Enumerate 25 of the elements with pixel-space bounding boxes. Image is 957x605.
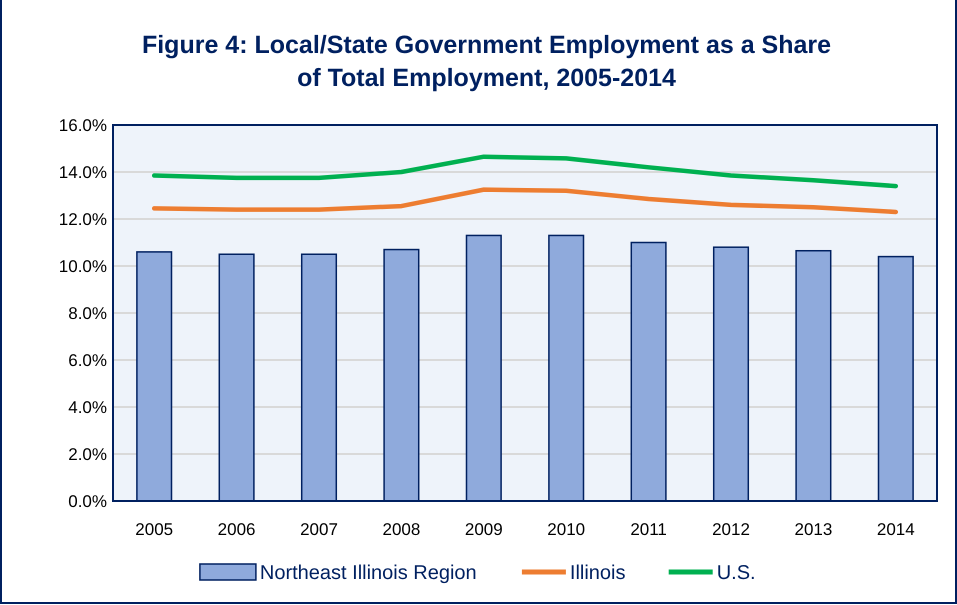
line-series xyxy=(152,154,898,188)
x-tick-label: 2008 xyxy=(382,520,420,539)
y-tick-label: 6.0% xyxy=(68,351,107,370)
x-tick-label: 2009 xyxy=(464,520,503,539)
line-series xyxy=(152,187,898,214)
legend-label: Northeast Illinois Region xyxy=(260,562,477,584)
y-tick-label: 16.0% xyxy=(58,116,107,135)
x-tick-label: 2013 xyxy=(794,520,832,539)
legend-label: U.S. xyxy=(716,562,756,584)
x-tick-label: 2007 xyxy=(300,520,338,539)
chart-title: Figure 4: Local/State Government Employment as a Share of Total Employment, 2005-2014 xyxy=(142,31,832,92)
y-tick-label: 10.0% xyxy=(58,257,107,276)
y-tick-label: 0.0% xyxy=(68,492,107,511)
y-tick-label: 8.0% xyxy=(68,304,107,323)
x-tick-label: 2014 xyxy=(876,520,915,539)
x-tick-label: 2011 xyxy=(630,520,667,539)
x-tick-label: 2005 xyxy=(135,520,174,539)
x-tick-label: 2006 xyxy=(218,520,256,539)
y-tick-label: 14.0% xyxy=(58,163,107,182)
legend-label: Illinois xyxy=(570,562,626,584)
y-tick-label: 2.0% xyxy=(68,445,107,464)
y-tick-label: 12.0% xyxy=(58,210,107,229)
x-tick-label: 2012 xyxy=(712,520,750,539)
x-tick-label: 2010 xyxy=(547,520,586,539)
y-tick-label: 4.0% xyxy=(68,398,107,417)
